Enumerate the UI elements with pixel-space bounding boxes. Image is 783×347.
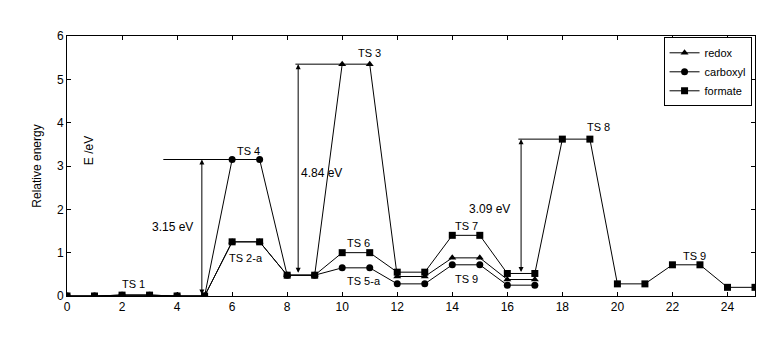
svg-text:2: 2 — [119, 300, 126, 314]
svg-text:Relative energy: Relative energy — [30, 124, 44, 207]
svg-text:3: 3 — [57, 159, 64, 173]
svg-text:carboxyl: carboxyl — [705, 66, 746, 78]
svg-text:22: 22 — [666, 300, 680, 314]
svg-text:formate: formate — [705, 85, 742, 97]
svg-text:0: 0 — [57, 289, 64, 303]
svg-text:10: 10 — [336, 300, 350, 314]
svg-text:8: 8 — [284, 300, 291, 314]
svg-text:20: 20 — [611, 300, 625, 314]
svg-text:3.09 eV: 3.09 eV — [469, 202, 510, 216]
svg-text:5: 5 — [57, 73, 64, 87]
svg-text:18: 18 — [556, 300, 570, 314]
svg-text:3.15 eV: 3.15 eV — [152, 220, 193, 234]
svg-text:24: 24 — [721, 300, 735, 314]
svg-text:6: 6 — [57, 29, 64, 43]
svg-text:14: 14 — [446, 300, 460, 314]
svg-text:12: 12 — [391, 300, 405, 314]
svg-text:0: 0 — [64, 300, 71, 314]
svg-text:4.84 eV: 4.84 eV — [301, 166, 342, 180]
svg-text:2: 2 — [57, 203, 64, 217]
svg-text:redox: redox — [705, 47, 733, 59]
svg-text:4: 4 — [174, 300, 181, 314]
svg-text:TS 8: TS 8 — [587, 121, 610, 133]
svg-text:4: 4 — [57, 116, 64, 130]
svg-text:TS 2-a: TS 2-a — [229, 252, 263, 264]
svg-text:TS 3: TS 3 — [358, 47, 381, 59]
svg-text:1: 1 — [57, 246, 64, 260]
svg-text:E /eV: E /eV — [82, 136, 96, 165]
svg-text:TS 6: TS 6 — [347, 237, 370, 249]
svg-text:TS 5-a: TS 5-a — [347, 275, 381, 287]
svg-text:TS 1: TS 1 — [122, 278, 145, 290]
svg-text:6: 6 — [229, 300, 236, 314]
svg-text:16: 16 — [501, 300, 515, 314]
svg-text:TS 7: TS 7 — [455, 220, 478, 232]
svg-text:TS 9: TS 9 — [455, 273, 478, 285]
svg-text:TS 4: TS 4 — [237, 145, 260, 157]
svg-text:TS 9: TS 9 — [683, 250, 706, 262]
